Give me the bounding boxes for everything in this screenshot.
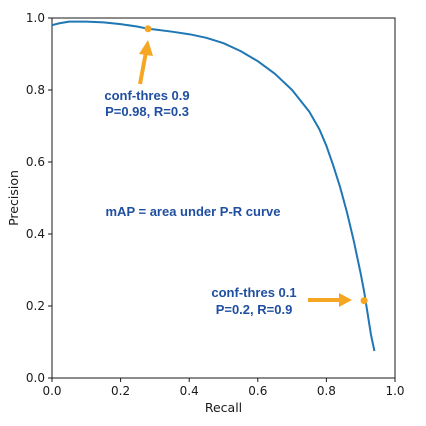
x-tick-label: 1.0 bbox=[385, 384, 404, 398]
x-tick-label: 0.0 bbox=[42, 384, 61, 398]
annotation-upper-line2: P=0.98, R=0.3 bbox=[105, 104, 189, 119]
y-axis-ticks: 0.0 0.2 0.4 0.6 0.8 1.0 bbox=[26, 11, 52, 385]
arrow-lower bbox=[308, 293, 352, 307]
x-tick-label: 0.2 bbox=[111, 384, 130, 398]
x-tick-label: 0.6 bbox=[248, 384, 267, 398]
y-axis-label: Precision bbox=[6, 170, 21, 226]
highlight-points bbox=[144, 25, 368, 305]
x-axis-label: Recall bbox=[205, 400, 242, 415]
annotation-map: mAP = area under P-R curve bbox=[106, 204, 281, 219]
y-tick-label: 0.2 bbox=[26, 299, 45, 313]
y-tick-label: 1.0 bbox=[26, 11, 45, 25]
x-tick-label: 0.8 bbox=[317, 384, 336, 398]
x-tick-label: 0.4 bbox=[180, 384, 199, 398]
highlight-point bbox=[360, 297, 368, 305]
annotation-lower-line2: P=0.2, R=0.9 bbox=[216, 302, 293, 317]
annotation-upper-line1: conf-thres 0.9 bbox=[104, 88, 189, 103]
arrow-upper bbox=[138, 40, 153, 85]
x-axis-ticks: 0.0 0.2 0.4 0.6 0.8 1.0 bbox=[42, 378, 405, 398]
y-tick-label: 0.0 bbox=[26, 371, 45, 385]
y-tick-label: 0.6 bbox=[26, 155, 45, 169]
plot-area-frame bbox=[51, 17, 396, 379]
y-tick-label: 0.4 bbox=[26, 227, 45, 241]
series-layer bbox=[51, 20, 376, 352]
pr-curve-line bbox=[51, 20, 376, 352]
highlight-point bbox=[144, 25, 152, 33]
annotation-lower-line1: conf-thres 0.1 bbox=[211, 285, 296, 300]
y-tick-label: 0.8 bbox=[26, 83, 45, 97]
